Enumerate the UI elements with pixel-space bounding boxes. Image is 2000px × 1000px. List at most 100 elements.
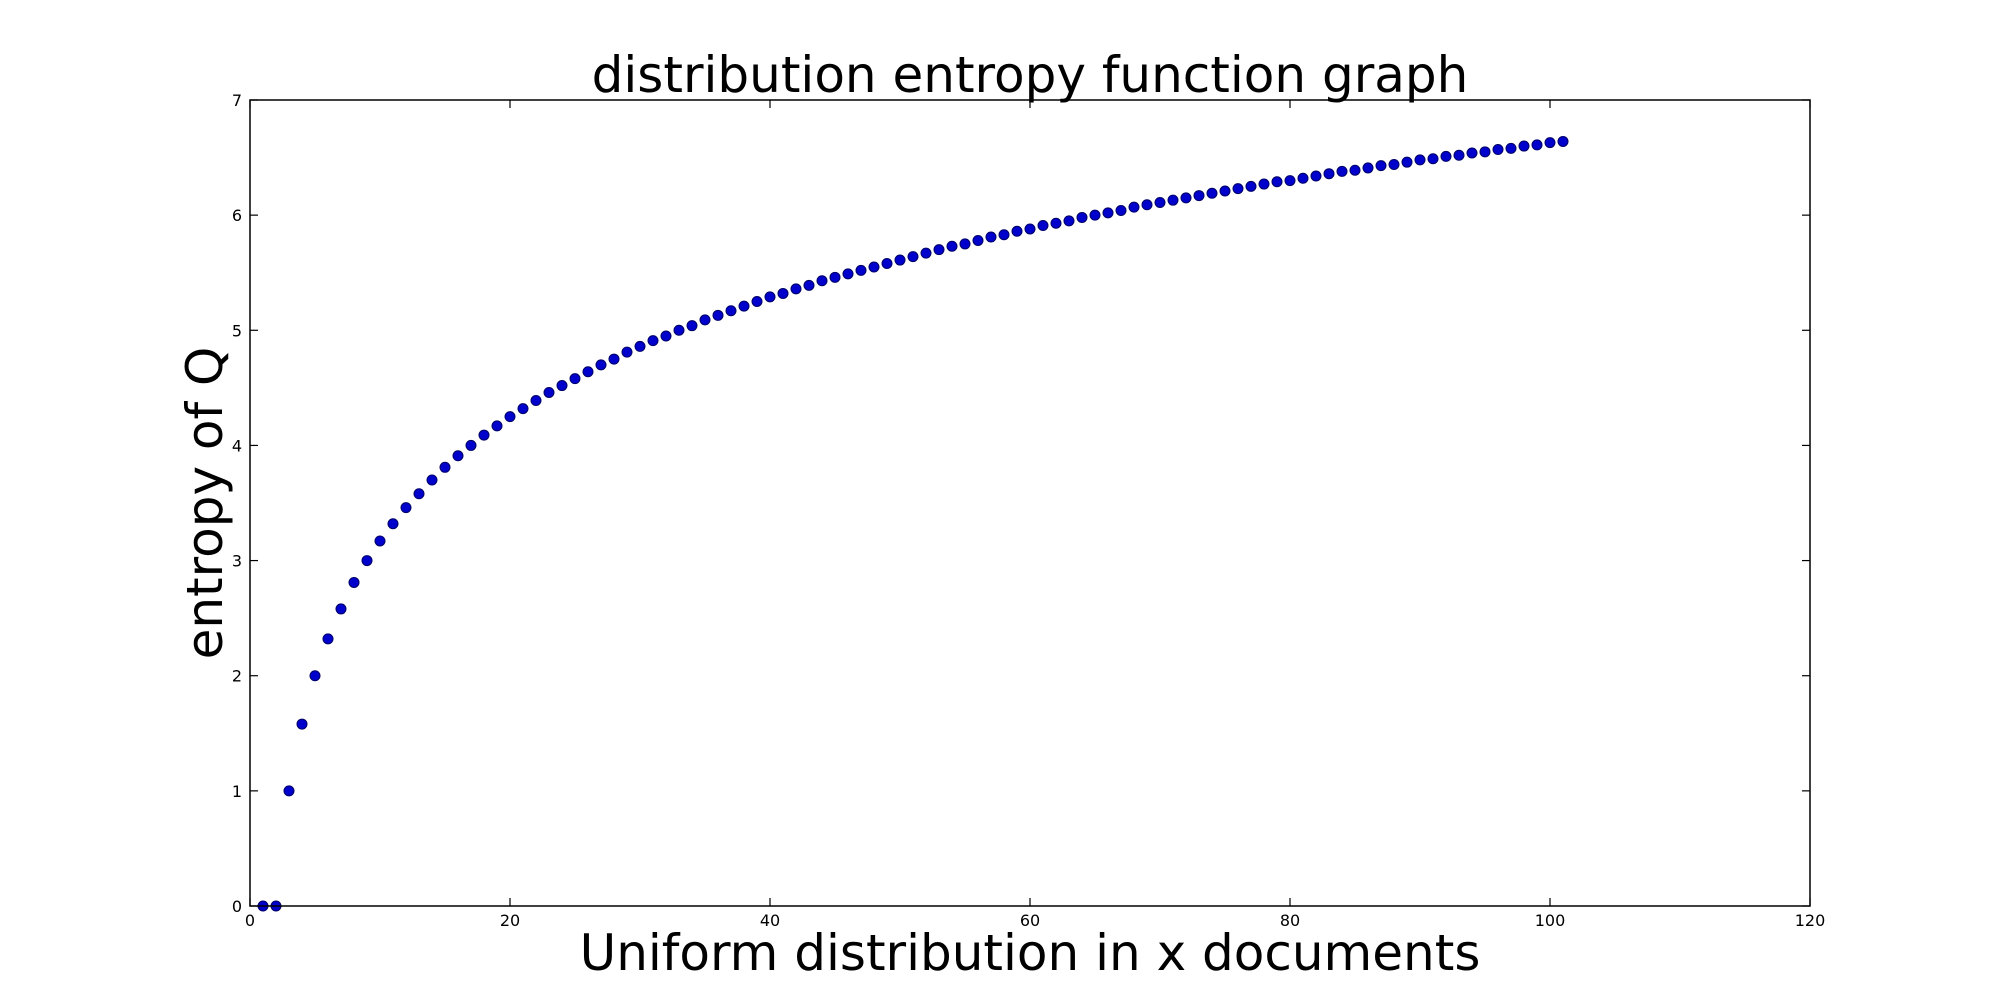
data-point — [491, 420, 503, 432]
data-point — [322, 633, 334, 645]
data-point — [517, 403, 529, 415]
y-tick-label: 5 — [232, 321, 242, 340]
data-point — [894, 254, 906, 266]
data-point — [1466, 147, 1478, 159]
data-point — [478, 429, 490, 441]
data-points — [257, 135, 1569, 912]
data-point — [530, 395, 542, 407]
data-point — [1544, 137, 1556, 149]
data-point — [712, 309, 724, 321]
chart-title: distribution entropy function graph — [592, 46, 1469, 104]
data-point — [374, 535, 386, 547]
data-point — [1284, 175, 1296, 187]
data-point — [725, 305, 737, 317]
data-point — [1037, 220, 1049, 232]
x-tick-label: 80 — [1280, 911, 1300, 930]
data-point — [855, 264, 867, 276]
data-point — [1011, 225, 1023, 237]
y-tick-label: 0 — [232, 897, 242, 916]
data-point — [920, 247, 932, 259]
data-point — [738, 300, 750, 312]
data-point — [296, 718, 308, 730]
y-axis-label: entropy of Q — [176, 347, 234, 660]
data-point — [621, 346, 633, 358]
data-point — [803, 279, 815, 291]
data-point — [1505, 142, 1517, 154]
data-point — [361, 555, 373, 567]
x-tick-label: 0 — [245, 911, 255, 930]
x-tick-label: 100 — [1535, 911, 1566, 930]
data-point — [1323, 168, 1335, 180]
data-point — [1271, 176, 1283, 188]
data-point — [1180, 192, 1192, 204]
data-point — [413, 488, 425, 500]
data-point — [673, 324, 685, 336]
data-point — [426, 474, 438, 486]
x-tick-label: 120 — [1795, 911, 1826, 930]
x-axis-ticks: 0 20 40 60 80 100 120 — [245, 100, 1825, 930]
data-point — [1154, 196, 1166, 208]
data-point — [699, 314, 711, 326]
data-point — [1518, 140, 1530, 152]
data-point — [1232, 183, 1244, 195]
data-point — [686, 320, 698, 332]
data-point — [1453, 149, 1465, 161]
data-point — [1336, 165, 1348, 177]
data-point — [907, 251, 919, 263]
y-tick-label: 2 — [232, 667, 242, 686]
data-point — [1089, 209, 1101, 221]
data-point — [1245, 180, 1257, 192]
data-point — [1375, 160, 1387, 172]
data-point — [465, 439, 477, 451]
data-point — [816, 275, 828, 287]
x-axis-label: Uniform distribution in x documents — [580, 924, 1481, 982]
data-point — [647, 335, 659, 347]
data-point — [1193, 190, 1205, 202]
data-point — [1362, 162, 1374, 174]
data-point — [998, 229, 1010, 241]
data-point — [1128, 201, 1140, 213]
data-point — [1310, 170, 1322, 182]
data-point — [1024, 223, 1036, 235]
data-point — [764, 291, 776, 303]
data-point — [1050, 217, 1062, 229]
data-point — [1219, 185, 1231, 197]
data-point — [543, 386, 555, 398]
data-point — [1531, 139, 1543, 151]
data-point — [283, 785, 295, 797]
data-point — [1063, 215, 1075, 227]
data-point — [1492, 144, 1504, 156]
data-point — [790, 283, 802, 295]
data-point — [1414, 154, 1426, 166]
y-tick-label: 1 — [232, 782, 242, 801]
x-tick-label: 40 — [760, 911, 780, 930]
x-tick-label: 60 — [1020, 911, 1040, 930]
data-point — [582, 366, 594, 378]
data-point — [933, 244, 945, 256]
data-point — [829, 271, 841, 283]
data-point — [1167, 194, 1179, 206]
data-point — [881, 258, 893, 270]
x-tick-label: 20 — [500, 911, 520, 930]
data-point — [400, 502, 412, 514]
data-point — [452, 450, 464, 462]
data-point — [569, 373, 581, 385]
y-tick-label: 4 — [232, 436, 242, 455]
data-point — [1427, 153, 1439, 165]
data-point — [868, 261, 880, 273]
data-point — [1557, 135, 1569, 147]
data-point — [972, 234, 984, 246]
data-point — [751, 296, 763, 307]
data-point — [1349, 164, 1361, 176]
data-point — [946, 240, 958, 252]
data-point — [1141, 199, 1153, 211]
data-point — [309, 670, 321, 682]
data-point — [985, 231, 997, 243]
y-tick-label: 6 — [232, 206, 242, 225]
data-point — [1206, 187, 1218, 199]
data-point — [608, 353, 620, 365]
data-point — [556, 380, 568, 392]
y-tick-label: 3 — [232, 552, 242, 571]
data-point — [1076, 211, 1088, 223]
